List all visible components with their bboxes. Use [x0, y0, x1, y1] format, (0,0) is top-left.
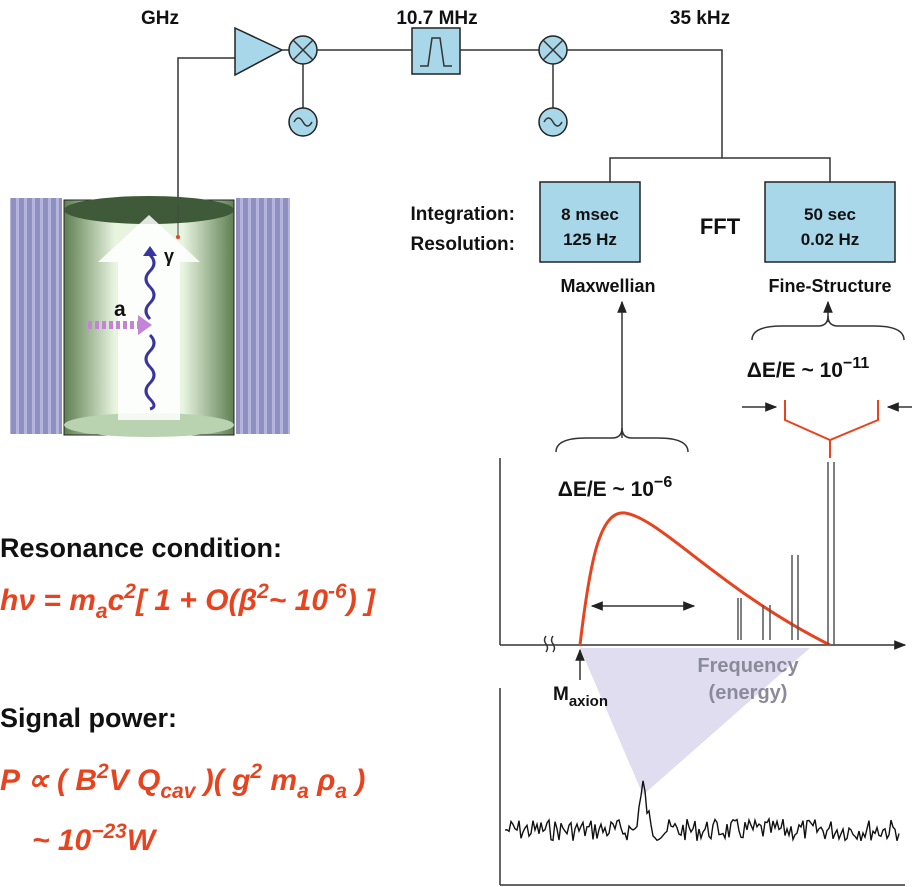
text: [ 1 + O(β [135, 584, 257, 617]
text: ~ 10 [269, 584, 329, 617]
width-label: ΔE/E ~ 10−6 [558, 474, 673, 501]
text: hν = m [0, 584, 96, 617]
frequency-label: 35 kHz [670, 8, 730, 29]
text: a [96, 600, 108, 623]
x-axis-label: Frequency [697, 655, 799, 677]
noise-trace [504, 780, 900, 843]
text: M [553, 684, 569, 705]
filter [411, 27, 461, 75]
text: 2 [123, 580, 136, 603]
zoom-region [580, 648, 810, 795]
axion-mass-label: Maxion [553, 684, 608, 710]
text: −23 [91, 820, 127, 843]
text: ) [347, 764, 365, 797]
text: 2 [256, 580, 269, 603]
text: −11 [843, 355, 869, 372]
text: a [297, 780, 309, 803]
annotations [555, 300, 912, 458]
axion-label: a [114, 298, 126, 321]
photon-label: γ [164, 246, 174, 266]
text: 2 [96, 760, 109, 783]
text: 2 [249, 760, 262, 783]
channel-name: Maxwellian [560, 276, 655, 296]
resolution-label: ΔE/E ~ 10−11 [747, 355, 870, 382]
text: a [335, 780, 347, 803]
text: W [127, 824, 158, 857]
text: V Q [109, 764, 161, 797]
noise-panel [499, 688, 905, 886]
signal-formula: P ∝ ( B2V Qcav )( g2 ma ρa ) [0, 760, 365, 803]
row-label: Resolution: [411, 234, 516, 255]
text: cav [160, 780, 196, 803]
x-axis-label: (energy) [709, 682, 788, 704]
text: axion [569, 693, 608, 710]
text: ~ 10 [32, 824, 92, 857]
text: m [262, 764, 297, 797]
text: -6 [328, 580, 347, 603]
text: P ∝ ( B [0, 764, 97, 797]
text: ΔE/E ~ 10 [558, 478, 654, 501]
resonance-heading: Resonance condition: [0, 533, 282, 563]
amplifier [234, 26, 284, 77]
text: ) ] [344, 584, 376, 617]
resonance-formula: hν = mac2[ 1 + O(β2~ 10-6) ] [0, 580, 376, 623]
integration: 8 msec [561, 205, 619, 224]
text: ρ [309, 764, 336, 797]
text: −6 [654, 474, 672, 491]
resolution: 125 Hz [563, 230, 617, 249]
cavity [10, 196, 290, 437]
frequency-label: 10.7 MHz [396, 8, 477, 29]
fft-box [764, 181, 896, 263]
signal-magnitude: ~ 10−23W [32, 820, 158, 857]
receiver-chain [177, 26, 831, 212]
frequency-label: GHz [141, 8, 179, 29]
text: )( g [195, 764, 250, 797]
signal-heading: Signal power: [0, 703, 177, 733]
spectrum-plot [499, 458, 907, 680]
fft-label: FFT [700, 214, 741, 239]
row-label: Integration: [411, 204, 516, 225]
resolution: 0.02 Hz [801, 230, 860, 249]
text: c [108, 584, 125, 617]
text: ΔE/E ~ 10 [747, 359, 843, 382]
integration: 50 sec [804, 205, 856, 224]
fft-box [539, 181, 641, 263]
channel-name: Fine-Structure [768, 276, 891, 296]
